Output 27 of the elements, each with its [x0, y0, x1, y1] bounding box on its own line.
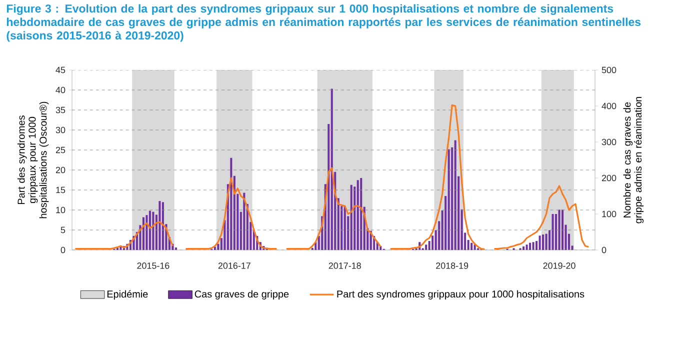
y-tick-label: 0	[60, 246, 66, 254]
legend-label: Epidémie	[107, 290, 148, 300]
y-tick-label: 10	[56, 206, 66, 214]
y-tick-label: 15	[56, 186, 66, 194]
y-tick-label: 30	[56, 126, 66, 134]
y2-tick-label: 200	[602, 174, 616, 182]
y2-axis-title: Nombre de cas graves de grippe admis en réanimation	[623, 97, 644, 224]
legend-label: Part des syndromes grippaux pour 1000 hospitalisations	[337, 290, 584, 300]
chart-title: Figure 3 : Evolution de la part des syndromes grippaux sur 1 000 hospitalisations et nombre de signalements hebdomadaire de cas graves de grippe admis en réanimation rapportés par les services de réanimation sentinelles (saisons 2015-2016 à 2019-2020)	[6, 4, 641, 42]
y-tick-label: 35	[56, 106, 66, 114]
y-tick-label: 5	[60, 226, 66, 234]
y2-tick-label: 500	[602, 66, 616, 74]
y2-tick-label: 300	[602, 138, 616, 146]
y-axis-title: Part des syndromes grippaux pour 1000 hospitalisations (Oscour®)	[17, 102, 49, 218]
y-tick-label: 45	[56, 66, 66, 74]
x-tick-label: 2018-19	[436, 262, 468, 269]
y-tick-label: 40	[56, 86, 66, 94]
x-tick-label: 2017-18	[328, 262, 361, 269]
legend-label: Cas graves de grippe	[194, 290, 289, 300]
x-tick-label: 2015-16	[137, 262, 170, 269]
x-tick-label: 2016-17	[218, 262, 250, 269]
y2-tick-label: 400	[602, 102, 616, 110]
y2-tick-label: 0	[602, 246, 606, 254]
x-tick-label: 2019-20	[543, 262, 576, 269]
y-tick-label: 20	[56, 166, 66, 174]
y2-tick-label: 100	[602, 210, 616, 218]
y-tick-label: 25	[56, 146, 66, 154]
